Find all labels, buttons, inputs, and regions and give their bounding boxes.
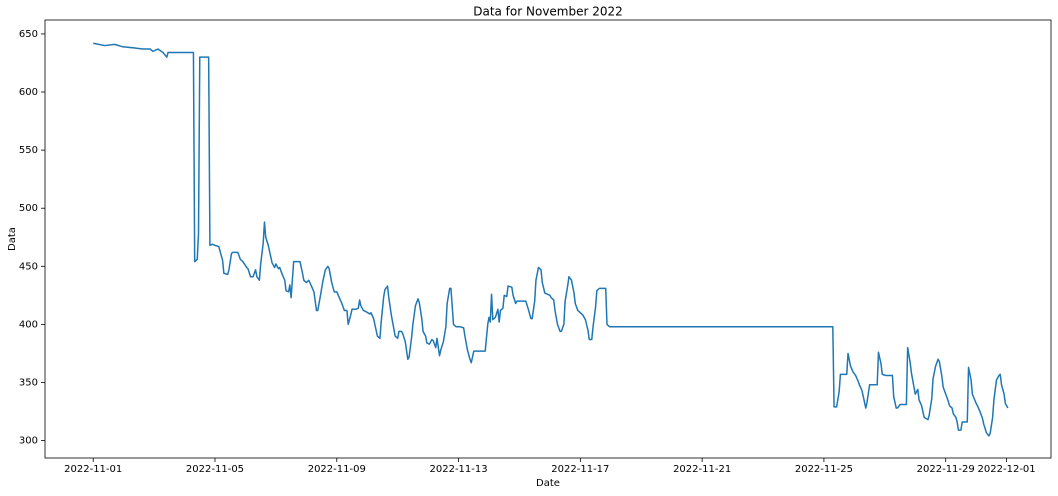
data-line (93, 42, 1009, 437)
y-tick-label: 650 (19, 29, 38, 40)
x-axis-label: Date (536, 478, 560, 489)
x-tick-label: 2022-11-13 (430, 464, 488, 475)
chart-title: Data for November 2022 (473, 5, 623, 19)
x-tick-label: 2022-11-29 (917, 464, 975, 475)
x-tick-label: 2022-11-01 (64, 464, 122, 475)
y-tick-label: 300 (19, 436, 38, 447)
y-tick-label: 450 (19, 261, 38, 272)
y-tick-label: 500 (19, 203, 38, 214)
x-tick-label: 2022-11-17 (551, 464, 609, 475)
y-tick-label: 600 (19, 87, 38, 98)
y-axis-label: Data (7, 227, 18, 251)
y-tick-label: 400 (19, 319, 38, 330)
x-tick-label: 2022-12-01 (978, 464, 1036, 475)
y-tick-label: 550 (19, 145, 38, 156)
x-tick-label: 2022-11-09 (308, 464, 366, 475)
x-tick-label: 2022-11-25 (795, 464, 853, 475)
x-tick-label: 2022-11-21 (673, 464, 731, 475)
axes-frame (44, 19, 1052, 459)
x-tick-label: 2022-11-05 (186, 464, 244, 475)
y-tick-label: 350 (19, 377, 38, 388)
